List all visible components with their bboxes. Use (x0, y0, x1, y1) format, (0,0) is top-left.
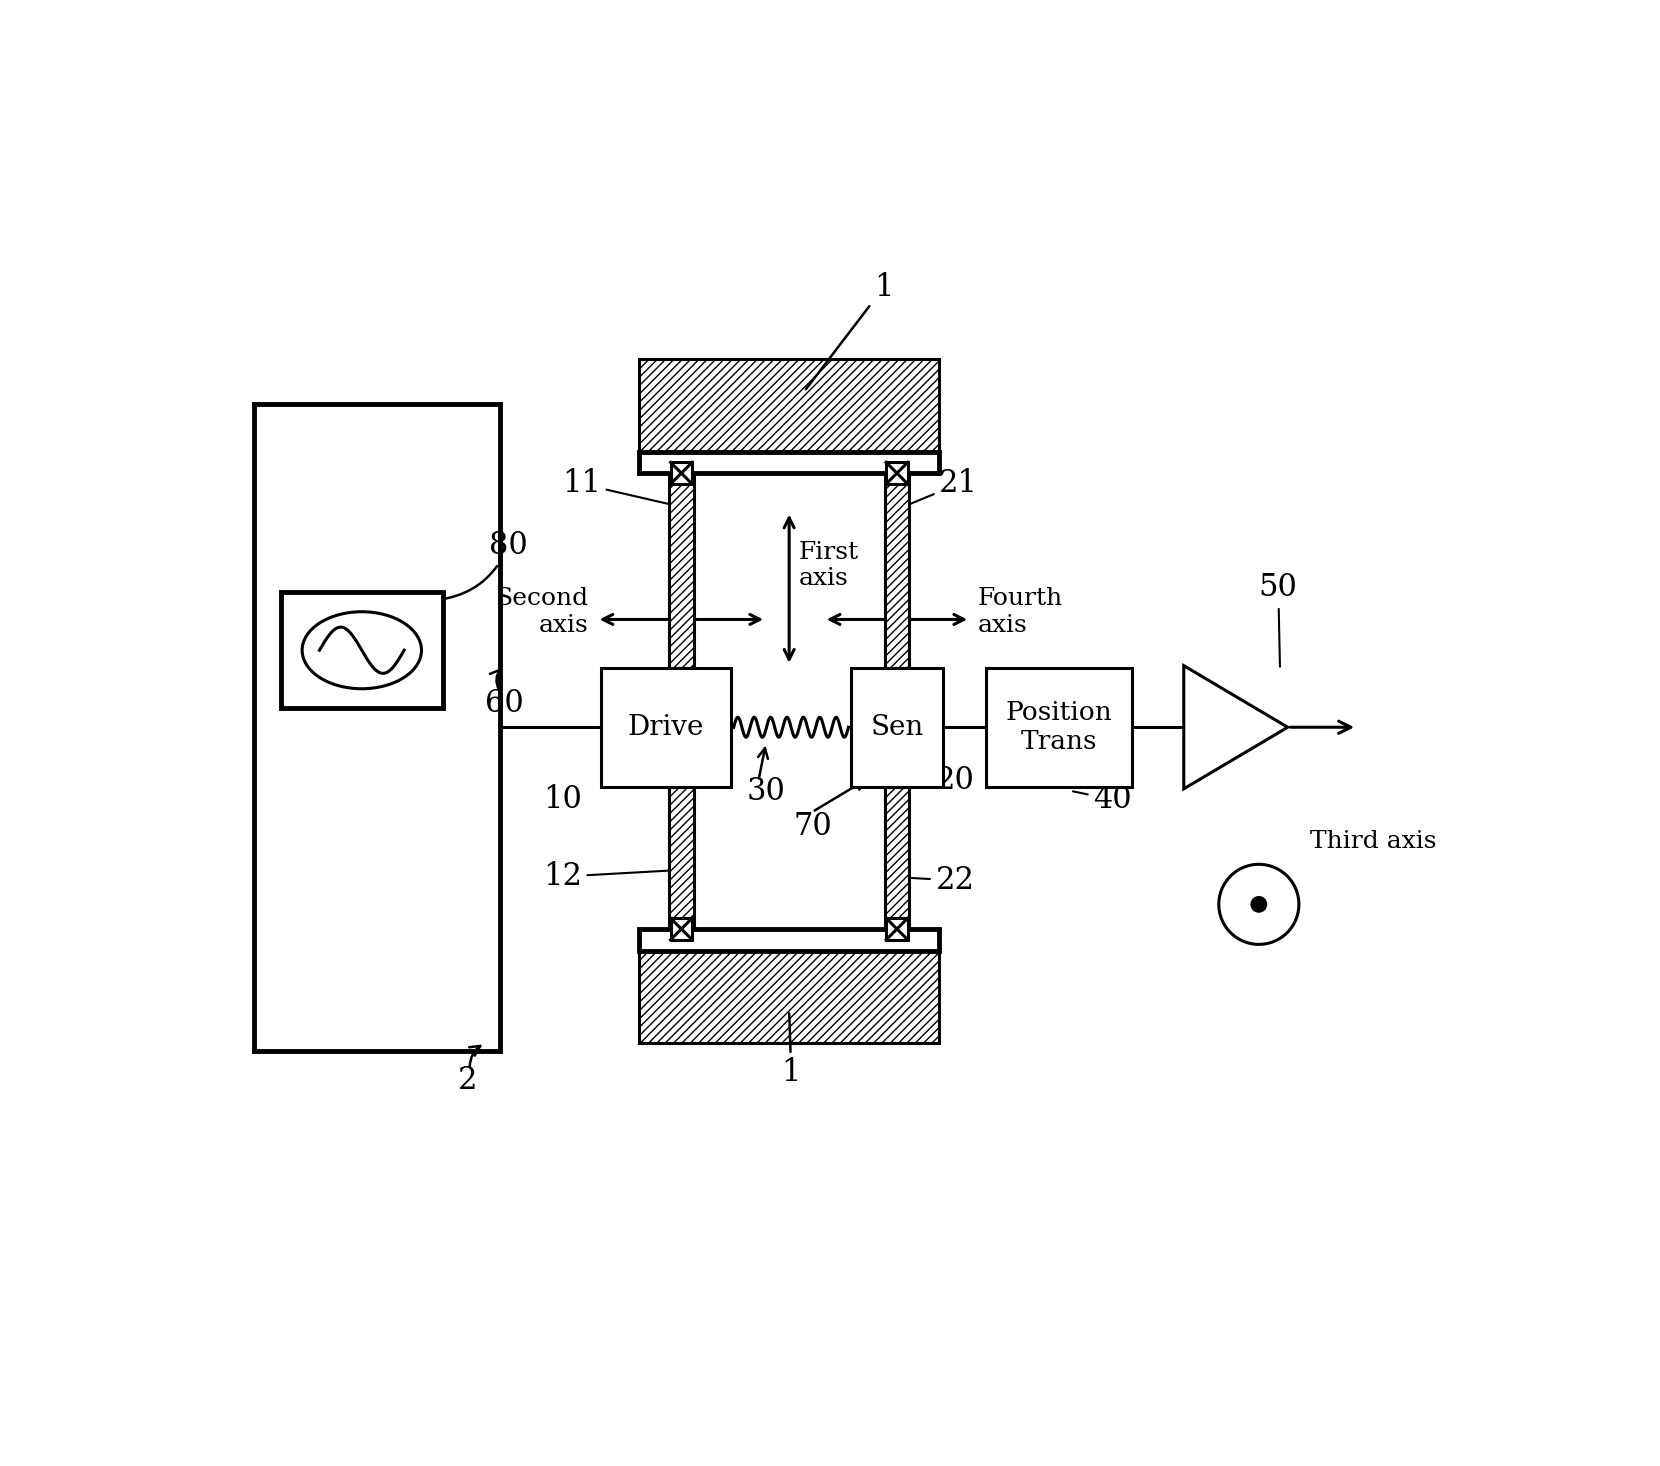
Text: 80: 80 (438, 531, 528, 600)
Bar (669, 787, 694, 929)
Bar (886, 918, 908, 940)
Bar (281, 592, 443, 708)
Text: 70: 70 (793, 811, 832, 841)
Text: 50: 50 (1258, 572, 1298, 667)
Text: 22: 22 (903, 865, 974, 896)
Circle shape (1252, 897, 1267, 912)
Text: 40: 40 (1072, 784, 1132, 815)
Text: Fourth
axis: Fourth axis (978, 586, 1062, 636)
Text: 60: 60 (485, 688, 525, 718)
Text: Sen: Sen (870, 714, 923, 740)
Bar (639, 359, 940, 452)
Text: 20: 20 (903, 765, 974, 796)
Bar (886, 462, 908, 484)
Bar (671, 462, 692, 484)
Bar (885, 474, 910, 667)
Bar (639, 929, 940, 950)
Bar (885, 787, 910, 929)
Text: 12: 12 (543, 861, 682, 893)
Bar (639, 452, 940, 474)
Text: Second
axis: Second axis (496, 586, 589, 636)
Text: Drive: Drive (627, 714, 704, 740)
Bar (671, 918, 692, 940)
Bar (669, 474, 694, 667)
Polygon shape (1184, 666, 1288, 789)
Bar (852, 667, 943, 787)
Bar (986, 667, 1132, 787)
Text: 21: 21 (903, 469, 978, 507)
Text: 10: 10 (543, 784, 581, 815)
Text: First
axis: First axis (798, 541, 858, 591)
Text: Third axis: Third axis (1310, 830, 1438, 853)
Text: 1: 1 (805, 273, 893, 390)
Circle shape (1218, 865, 1298, 944)
Bar (639, 950, 940, 1042)
Bar (601, 667, 732, 787)
Text: Position
Trans: Position Trans (1006, 701, 1112, 754)
Text: 1: 1 (782, 1013, 802, 1088)
Text: 30: 30 (747, 777, 785, 808)
Text: 2: 2 (458, 1066, 478, 1097)
Text: 11: 11 (563, 469, 682, 507)
